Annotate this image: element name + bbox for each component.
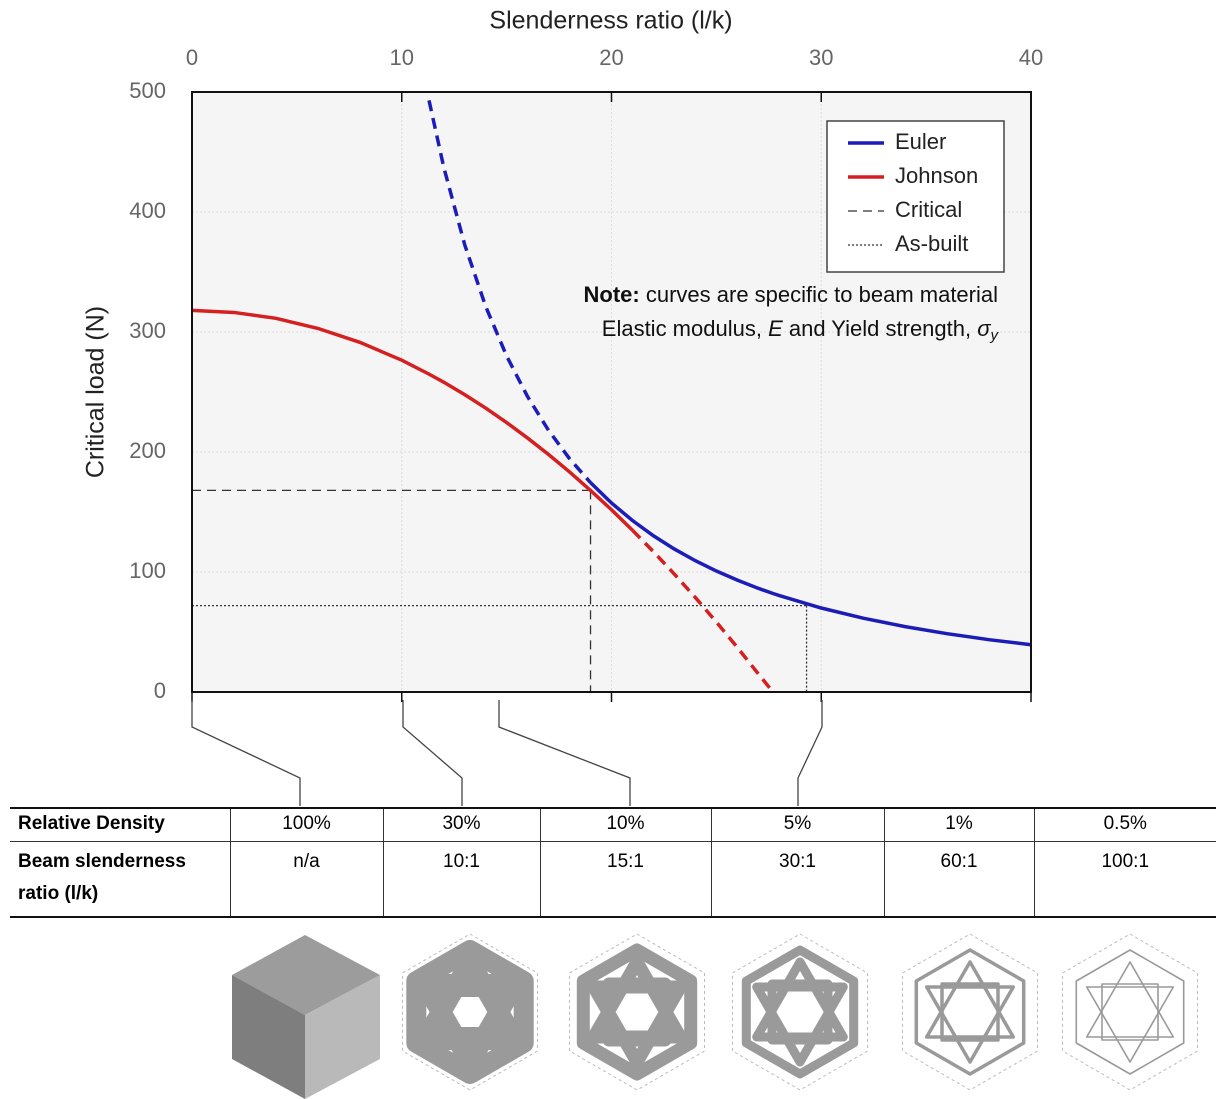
y-tick-label: 400: [129, 198, 166, 223]
table-cell: 0.5%: [1034, 808, 1216, 842]
table-cell: 100:1: [1034, 842, 1216, 918]
table-cell: Beam slenderness ratio (l/k): [10, 842, 230, 918]
legend-label: Johnson: [895, 163, 978, 188]
table-cell: 100%: [230, 808, 383, 842]
legend-label: Euler: [895, 129, 946, 154]
connector: [499, 700, 630, 806]
lattice-cell: [570, 934, 705, 1090]
x-tick-label: 30: [809, 45, 833, 70]
connectors: [192, 700, 822, 806]
y-tick-label: 0: [154, 678, 166, 703]
table-cell: 5%: [711, 808, 884, 842]
x-tick-label: 0: [186, 45, 198, 70]
lattice-cell: [733, 934, 868, 1090]
x-tick-label: 40: [1019, 45, 1043, 70]
table-cell: 10%: [540, 808, 711, 842]
table-cell: 15:1: [540, 842, 711, 918]
legend-label: Critical: [895, 197, 962, 222]
chart: Slenderness ratio (l/k) Critical load (N…: [0, 0, 1216, 1099]
note-symbol: σ: [977, 316, 991, 341]
y-axis-label: Critical load (N): [82, 306, 110, 478]
connector: [403, 700, 462, 806]
legend-label: As-built: [895, 231, 968, 256]
lattice-cell: [903, 934, 1038, 1090]
page: Slenderness ratio (l/k) Critical load (N…: [0, 0, 1216, 1099]
note-text: Elastic modulus,: [602, 316, 768, 341]
lattice-cell: [403, 934, 538, 1090]
y-tick-label: 500: [129, 78, 166, 103]
x-axis-label: Slenderness ratio (l/k): [489, 7, 732, 35]
table-cell: Relative Density: [10, 808, 230, 842]
table-cell: 1%: [884, 808, 1034, 842]
note-label: Note:: [584, 282, 640, 307]
lattice-cell: [1063, 934, 1198, 1090]
x-tick-label: 10: [390, 45, 414, 70]
connector: [798, 700, 822, 806]
table-cell: 10:1: [383, 842, 540, 918]
table-cell: 30:1: [711, 842, 884, 918]
table-cell: n/a: [230, 842, 383, 918]
table-cell: 30%: [383, 808, 540, 842]
note-text: and Yield strength,: [783, 316, 977, 341]
y-tick-label: 100: [129, 558, 166, 583]
solid-cube: [232, 935, 380, 1099]
connector: [192, 700, 300, 806]
y-tick-label: 200: [129, 438, 166, 463]
note-symbol: E: [768, 316, 783, 341]
x-tick-label: 20: [599, 45, 623, 70]
note: Elastic modulus, E and Yield strength, σ…: [602, 316, 1000, 344]
y-tick-label: 300: [129, 318, 166, 343]
unit-cells: [232, 934, 1198, 1099]
note: Note: curves are specific to beam materi…: [584, 282, 998, 307]
table-cell: 60:1: [884, 842, 1034, 918]
note-text: curves are specific to beam material: [646, 282, 998, 307]
